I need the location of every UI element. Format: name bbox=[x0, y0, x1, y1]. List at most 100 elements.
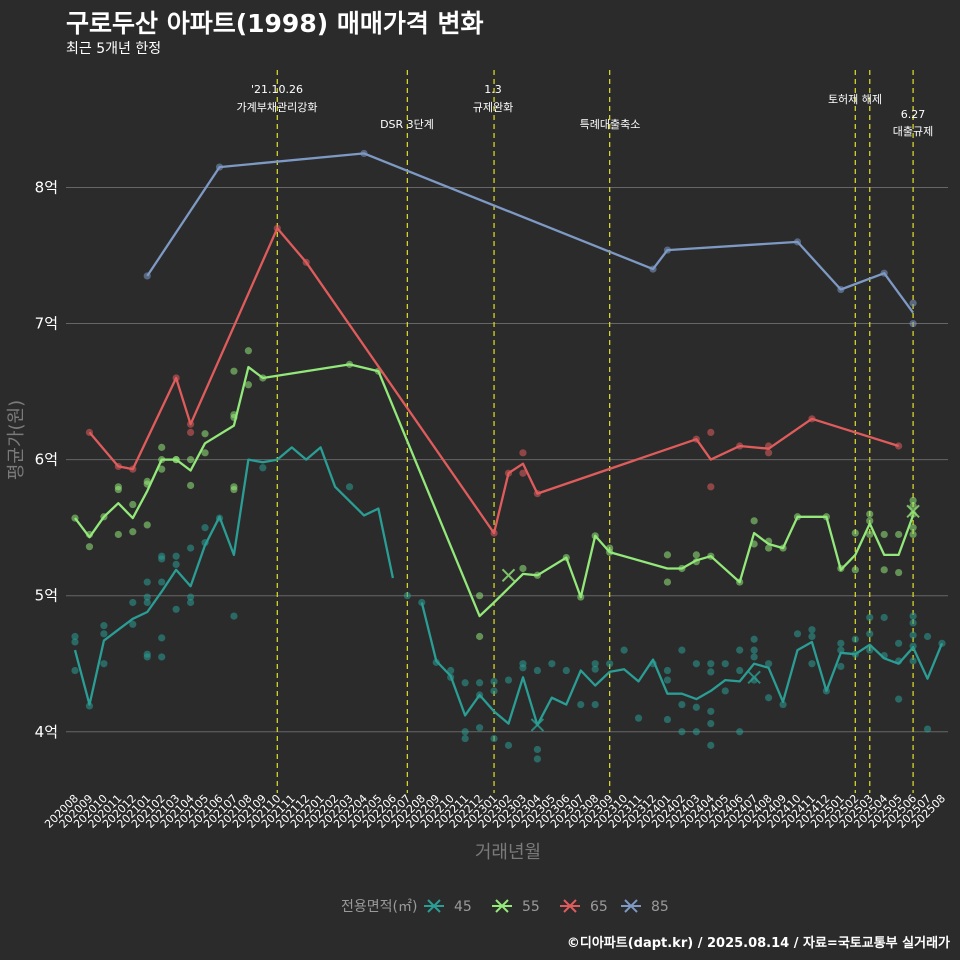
cross-marker-55 bbox=[501, 568, 516, 582]
y-tick-label: 5억 bbox=[35, 587, 58, 605]
data-point-45 bbox=[143, 593, 151, 601]
data-point-55 bbox=[866, 530, 874, 539]
data-point-45 bbox=[707, 741, 715, 749]
data-point-55 bbox=[129, 528, 137, 536]
data-point-45 bbox=[707, 720, 715, 728]
data-point-45 bbox=[750, 653, 758, 661]
data-point-65 bbox=[895, 442, 903, 450]
data-point-55 bbox=[143, 477, 151, 485]
data-point-45 bbox=[692, 728, 700, 736]
data-point-55 bbox=[143, 521, 151, 529]
data-point-45 bbox=[461, 734, 469, 743]
data-point-45 bbox=[172, 605, 180, 613]
data-point-45 bbox=[721, 687, 729, 695]
data-point-45 bbox=[403, 592, 411, 600]
data-point-55 bbox=[244, 347, 252, 355]
event-label: 6.27 bbox=[901, 108, 926, 121]
data-point-55 bbox=[866, 510, 874, 518]
data-point-55 bbox=[895, 568, 903, 577]
data-point-45 bbox=[837, 639, 845, 647]
series-line-45 bbox=[73, 446, 944, 727]
data-point-55 bbox=[895, 530, 903, 539]
data-point-45 bbox=[187, 598, 195, 607]
cross-marker-55 bbox=[906, 504, 920, 519]
data-point-55 bbox=[866, 517, 874, 525]
series-line-85 bbox=[146, 152, 915, 314]
data-point-45 bbox=[230, 612, 238, 620]
data-point-45 bbox=[158, 555, 166, 563]
data-point-45 bbox=[345, 483, 354, 491]
data-point-45 bbox=[808, 626, 816, 634]
data-point-55 bbox=[880, 566, 888, 574]
event-label: DSR 3단계 bbox=[380, 118, 434, 131]
data-point-45 bbox=[259, 464, 267, 472]
data-point-45 bbox=[880, 613, 888, 622]
data-point-45 bbox=[490, 687, 498, 695]
data-point-45 bbox=[533, 666, 542, 675]
data-point-45 bbox=[895, 639, 903, 647]
data-point-55 bbox=[692, 551, 700, 559]
data-point-45 bbox=[143, 578, 151, 586]
data-point-45 bbox=[504, 741, 513, 749]
data-point-55 bbox=[765, 544, 773, 552]
data-point-65 bbox=[765, 449, 773, 457]
data-point-45 bbox=[418, 598, 426, 607]
data-point-45 bbox=[100, 660, 108, 668]
data-point-55 bbox=[880, 530, 888, 539]
event-label: 1.3 bbox=[484, 83, 502, 96]
data-point-55 bbox=[851, 566, 859, 574]
data-point-55 bbox=[909, 496, 917, 505]
legend: 전용면적(㎡) 45 55 65 85 bbox=[341, 899, 669, 915]
data-point-45 bbox=[750, 635, 758, 643]
data-point-45 bbox=[808, 632, 816, 641]
data-point-85 bbox=[909, 299, 917, 307]
source-caption: ©디아파트(dapt.kr) / 2025.08.14 / 자료=국토교통부 실… bbox=[566, 936, 950, 951]
data-point-45 bbox=[504, 676, 513, 684]
data-point-45 bbox=[158, 634, 166, 642]
data-point-45 bbox=[678, 728, 686, 736]
data-point-55 bbox=[230, 367, 238, 375]
data-point-45 bbox=[707, 668, 715, 676]
y-axis: 4억 5억 6억 7억 8억 bbox=[35, 178, 58, 740]
data-point-45 bbox=[866, 646, 874, 654]
data-point-45 bbox=[923, 725, 932, 733]
data-point-45 bbox=[620, 646, 628, 654]
data-point-45 bbox=[533, 745, 542, 754]
data-point-45 bbox=[793, 630, 802, 638]
series-lines bbox=[73, 152, 944, 732]
x-axis: 2020082020092020102020112020122021012021… bbox=[42, 792, 948, 831]
data-point-45 bbox=[663, 666, 672, 675]
grid-lines bbox=[66, 186, 948, 733]
data-point-45 bbox=[71, 666, 79, 675]
data-point-45 bbox=[909, 619, 917, 627]
data-point-45 bbox=[736, 666, 744, 675]
data-point-45 bbox=[678, 646, 686, 654]
data-points bbox=[71, 149, 946, 763]
legend-label-65: 65 bbox=[590, 899, 608, 915]
y-tick-label: 6억 bbox=[35, 451, 58, 469]
cross-marker-45 bbox=[530, 718, 545, 732]
data-point-45 bbox=[707, 707, 715, 715]
data-point-55 bbox=[187, 456, 195, 464]
data-point-45 bbox=[158, 653, 166, 661]
data-point-45 bbox=[909, 612, 917, 620]
data-point-55 bbox=[476, 592, 484, 600]
data-point-65 bbox=[707, 483, 715, 491]
data-point-65 bbox=[519, 449, 527, 457]
chart-subtitle: 최근 5개년 한정 bbox=[66, 41, 162, 57]
series-line-65 bbox=[88, 227, 899, 535]
y-tick-label: 7억 bbox=[35, 315, 58, 333]
data-point-45 bbox=[548, 660, 556, 668]
data-point-55 bbox=[244, 381, 252, 389]
y-axis-title: 평균가(원) bbox=[6, 400, 27, 480]
legend-label-55: 55 bbox=[522, 899, 540, 915]
data-point-45 bbox=[678, 700, 686, 709]
legend-marker-55 bbox=[495, 899, 509, 913]
data-point-45 bbox=[736, 728, 744, 736]
data-point-55 bbox=[909, 502, 917, 510]
legend-label-85: 85 bbox=[651, 899, 669, 915]
data-point-45 bbox=[923, 632, 932, 641]
data-point-45 bbox=[100, 622, 108, 630]
data-point-55 bbox=[201, 449, 209, 457]
event-label: '21.10.26 bbox=[251, 83, 303, 96]
